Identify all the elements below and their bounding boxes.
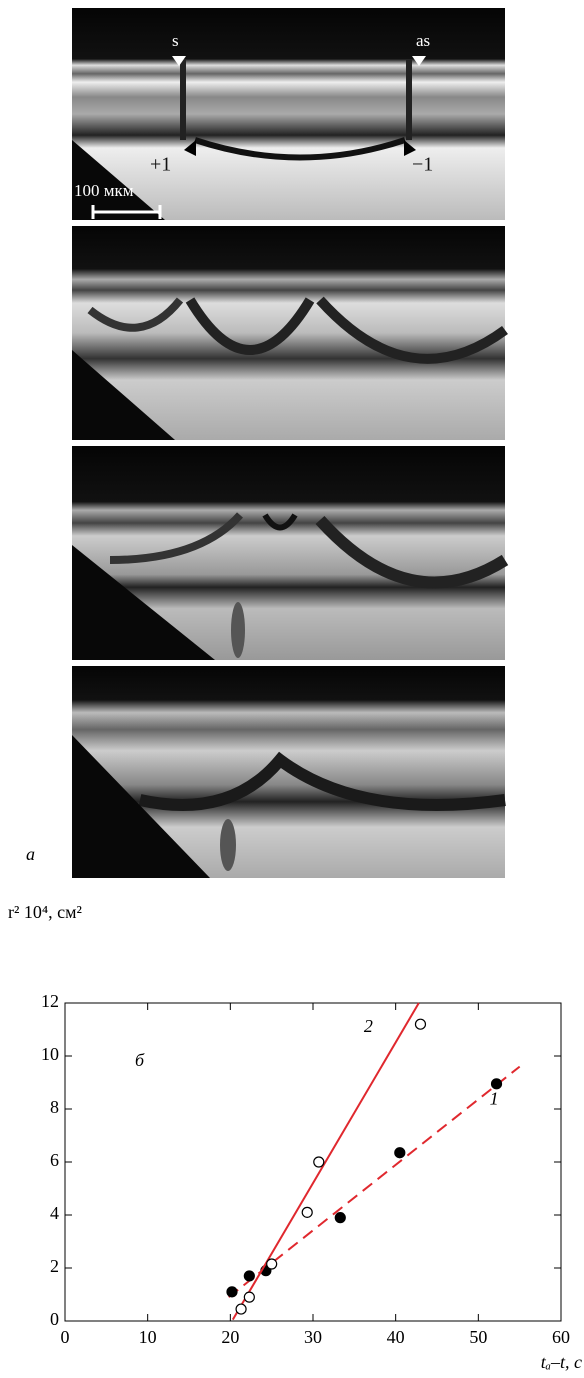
marker-label: as (416, 31, 430, 50)
x-tick-label: 50 (469, 1327, 487, 1347)
data-point (395, 1148, 405, 1158)
panel-label: a (26, 844, 35, 864)
data-point (244, 1292, 254, 1302)
x-tick-label: 0 (61, 1327, 70, 1347)
figure: s as +1 −1 100 мкм a б r² 10⁴, см² tₐ–t,… (0, 0, 584, 1378)
dark-fringe (180, 60, 186, 140)
y-tick-label: 2 (50, 1256, 59, 1276)
data-point (335, 1213, 345, 1223)
y-tick-label: 8 (50, 1097, 59, 1117)
marker-label: +1 (150, 154, 171, 176)
dark-fringe (220, 819, 236, 871)
scale-bar-label: 100 мкм (74, 181, 134, 200)
x-tick-label: 40 (387, 1327, 405, 1347)
x-tick-label: 30 (304, 1327, 322, 1347)
y-tick-label: 10 (41, 1044, 59, 1064)
fit-line (233, 1003, 419, 1320)
x-tick-label: 20 (221, 1327, 239, 1347)
data-point (227, 1287, 237, 1297)
y-tick-label: 12 (41, 991, 59, 1011)
dark-fringe (406, 60, 412, 140)
data-point (267, 1259, 277, 1269)
data-point (302, 1207, 312, 1217)
micrographs: s as +1 −1 100 мкм (72, 8, 505, 878)
line-label: 1 (490, 1089, 499, 1109)
x-tick-label: 10 (139, 1327, 157, 1347)
data-point (492, 1079, 502, 1089)
data-point (244, 1271, 254, 1281)
line-label: 2 (364, 1016, 373, 1036)
dark-fringe (231, 602, 245, 658)
data-point (314, 1157, 324, 1167)
panel-label: б (135, 1050, 145, 1070)
x-axis-label: tₐ–t, с (541, 1352, 582, 1372)
marker-label: s (172, 31, 179, 50)
y-tick-label: 6 (50, 1150, 59, 1170)
marker-label: −1 (412, 154, 433, 176)
y-tick-label: 0 (50, 1309, 59, 1329)
data-point (415, 1019, 425, 1029)
y-tick-label: 4 (50, 1203, 59, 1223)
y-axis-label: r² 10⁴, см² (8, 902, 82, 922)
micrograph (72, 8, 505, 220)
x-tick-label: 60 (552, 1327, 570, 1347)
data-point (236, 1304, 246, 1314)
